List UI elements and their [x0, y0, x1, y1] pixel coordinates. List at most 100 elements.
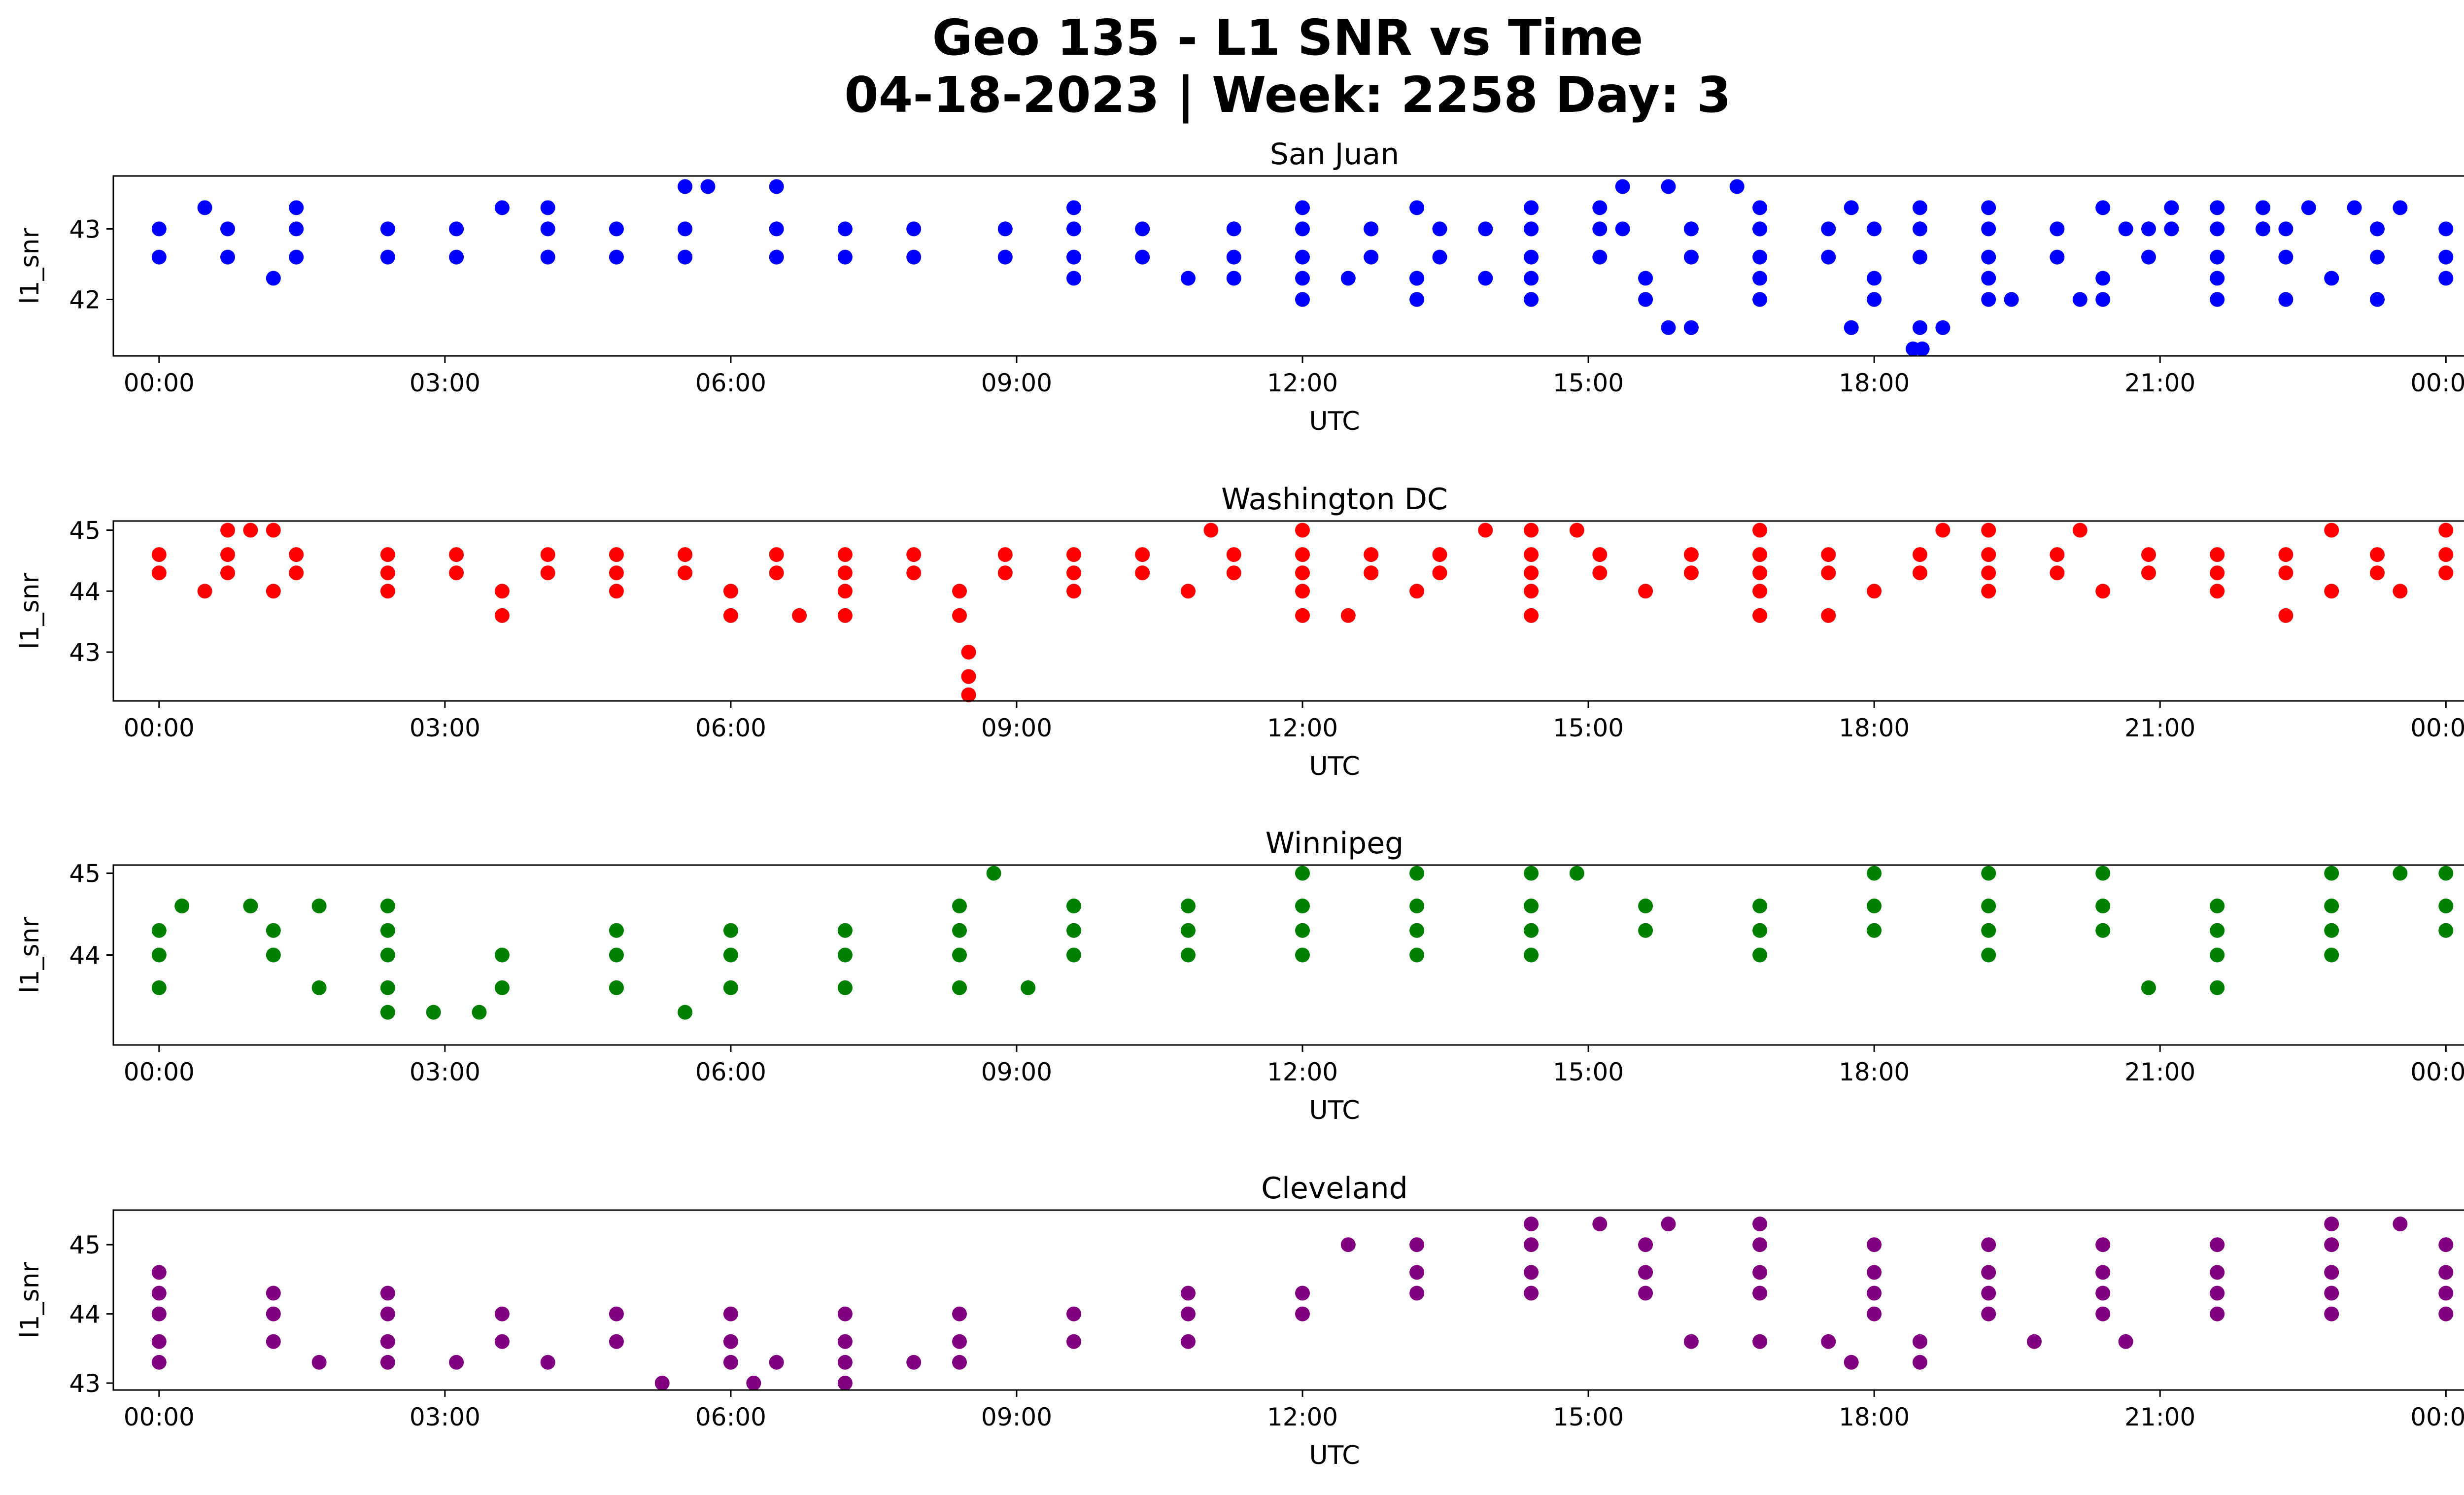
data-point — [997, 547, 1013, 562]
data-point — [1981, 1265, 1996, 1280]
data-point — [2027, 1334, 2042, 1349]
data-point — [1638, 1237, 1653, 1252]
data-point — [1524, 200, 1539, 215]
data-point — [1524, 866, 1539, 881]
data-point — [2095, 200, 2111, 215]
data-point — [723, 584, 738, 599]
data-point — [2095, 584, 2111, 599]
data-point — [609, 565, 624, 581]
data-point — [997, 249, 1013, 265]
data-point — [1409, 1237, 1425, 1252]
x-axis-label: UTC — [1309, 407, 1360, 436]
data-point — [1066, 923, 1081, 938]
y-tick-label: 45 — [69, 1231, 101, 1259]
data-point — [769, 221, 784, 237]
data-point — [2438, 1237, 2454, 1252]
data-point — [1340, 271, 1356, 286]
data-point — [1181, 584, 1196, 599]
data-point — [1226, 547, 1241, 562]
data-point — [494, 1334, 510, 1349]
data-point — [1935, 522, 1951, 538]
data-point — [2324, 1265, 2339, 1280]
x-tick-label: 15:00 — [1553, 1058, 1624, 1086]
y-tick-label: 42 — [69, 285, 101, 314]
data-point — [151, 1265, 167, 1280]
data-point — [1867, 1306, 1882, 1321]
data-point — [2004, 292, 2019, 307]
data-point — [1752, 221, 1768, 237]
data-point — [837, 1306, 853, 1321]
data-point — [837, 923, 853, 938]
data-point — [2210, 221, 2225, 237]
data-point — [380, 1005, 395, 1020]
data-point — [654, 1376, 670, 1391]
data-point — [1295, 565, 1310, 581]
data-point — [151, 947, 167, 963]
data-point — [1295, 249, 1310, 265]
data-point — [243, 522, 258, 538]
data-point — [266, 584, 281, 599]
data-point — [1524, 899, 1539, 913]
data-point — [2210, 547, 2225, 562]
data-point — [678, 565, 693, 581]
data-point — [2278, 547, 2293, 562]
data-point — [1226, 565, 1241, 581]
data-point — [952, 584, 967, 599]
data-point — [997, 221, 1013, 237]
data-point — [1066, 1306, 1081, 1321]
data-point — [837, 1334, 853, 1349]
scatter-points — [151, 866, 2454, 1020]
y-axis-label: l1_snr — [15, 1261, 45, 1338]
data-point — [1867, 1286, 1882, 1301]
data-point — [678, 249, 693, 265]
data-point — [1295, 1286, 1310, 1301]
y-tick-label: 43 — [69, 1369, 101, 1398]
data-point — [2210, 565, 2225, 581]
data-point — [2438, 271, 2454, 286]
subplot-title: Washington DC — [1221, 482, 1448, 517]
data-point — [2095, 1286, 2111, 1301]
data-point — [1295, 200, 1310, 215]
x-tick-label: 12:00 — [1267, 1403, 1338, 1431]
data-point — [723, 608, 738, 623]
scatter-points — [151, 1217, 2454, 1391]
x-tick-label: 21:00 — [2124, 1058, 2195, 1086]
data-point — [2210, 1237, 2225, 1252]
data-point — [1661, 320, 1676, 335]
data-point — [2164, 200, 2179, 215]
data-point — [723, 923, 738, 938]
data-point — [289, 547, 304, 562]
data-point — [1409, 866, 1425, 881]
data-point — [609, 249, 624, 265]
data-point — [1524, 565, 1539, 581]
data-point — [609, 947, 624, 963]
data-point — [837, 249, 853, 265]
data-point — [380, 584, 395, 599]
data-point — [1340, 1237, 1356, 1252]
data-point — [837, 980, 853, 995]
data-point — [2141, 565, 2156, 581]
data-point — [449, 1355, 464, 1370]
data-point — [494, 200, 510, 215]
data-point — [1432, 221, 1447, 237]
data-point — [1181, 923, 1196, 938]
data-point — [1524, 292, 1539, 307]
data-point — [1066, 547, 1081, 562]
data-point — [1295, 947, 1310, 963]
data-point — [1867, 221, 1882, 237]
data-point — [2050, 249, 2065, 265]
data-point — [2095, 1237, 2111, 1252]
x-tick-label: 09:00 — [981, 1058, 1052, 1086]
data-point — [609, 1334, 624, 1349]
data-point — [1066, 584, 1081, 599]
data-point — [289, 221, 304, 237]
data-point — [151, 980, 167, 995]
data-point — [1981, 947, 1996, 963]
x-axis-label: UTC — [1309, 1096, 1360, 1125]
x-tick-label: 15:00 — [1553, 1403, 1624, 1431]
data-point — [837, 1355, 853, 1370]
x-tick-label: 00:00 — [2410, 369, 2464, 397]
data-point — [1524, 1265, 1539, 1280]
data-point — [1432, 249, 1447, 265]
